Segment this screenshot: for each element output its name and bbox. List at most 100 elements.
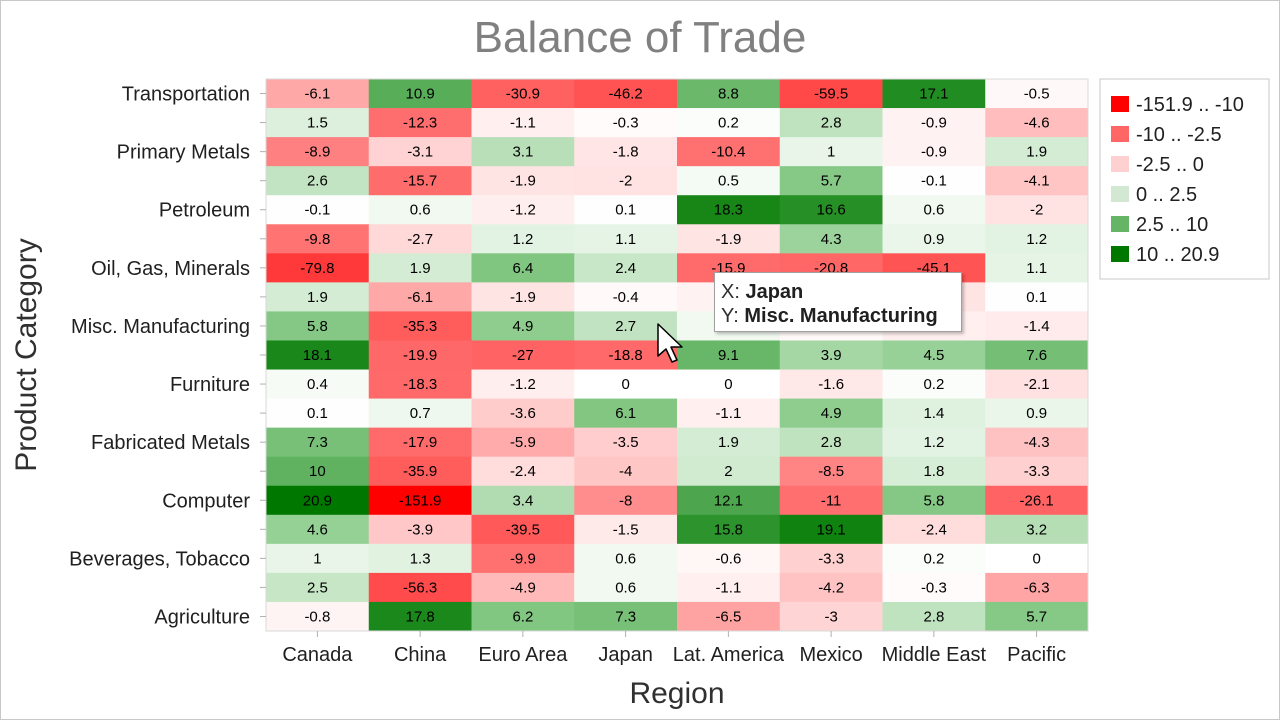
heatmap-cell[interactable] [266, 166, 370, 196]
heatmap-cell[interactable] [779, 340, 883, 371]
heatmap-cell[interactable] [985, 195, 1089, 225]
heatmap-cell[interactable] [779, 108, 883, 138]
heatmap-cell[interactable] [266, 514, 370, 545]
heatmap-cell[interactable] [677, 108, 781, 138]
heatmap-cell[interactable] [882, 514, 986, 545]
heatmap-cell[interactable] [677, 601, 781, 632]
heatmap-cell[interactable] [471, 137, 575, 167]
heatmap-cell[interactable] [985, 369, 1089, 400]
heatmap-cell[interactable] [266, 224, 370, 254]
heatmap-cell[interactable] [779, 224, 883, 254]
heatmap-cell[interactable] [677, 340, 781, 371]
heatmap-cell[interactable] [677, 224, 781, 254]
heatmap-cell[interactable] [677, 427, 781, 458]
heatmap-cell[interactable] [985, 224, 1089, 254]
heatmap-cell[interactable] [368, 195, 472, 225]
heatmap-cell[interactable] [882, 79, 986, 109]
heatmap-cell[interactable] [368, 369, 472, 400]
heatmap-cell[interactable] [574, 166, 678, 196]
heatmap-cell[interactable] [882, 485, 986, 516]
heatmap-cell[interactable] [266, 253, 370, 283]
heatmap-cell[interactable] [574, 485, 678, 516]
heatmap-cell[interactable] [985, 253, 1089, 283]
heatmap-cell[interactable] [779, 514, 883, 545]
heatmap-cell[interactable] [677, 456, 781, 487]
heatmap-cell[interactable] [779, 456, 883, 487]
heatmap-cell[interactable] [471, 485, 575, 516]
heatmap-cell[interactable] [985, 311, 1089, 341]
heatmap-cell[interactable] [677, 543, 781, 574]
heatmap-cell[interactable] [368, 166, 472, 196]
heatmap-cell[interactable] [266, 311, 370, 341]
heatmap-cell[interactable] [779, 398, 883, 429]
heatmap-cell[interactable] [368, 108, 472, 138]
heatmap-cell[interactable] [368, 137, 472, 167]
heatmap-cell[interactable] [882, 369, 986, 400]
heatmap-cell[interactable] [266, 79, 370, 109]
heatmap-cell[interactable] [882, 572, 986, 603]
heatmap-cell[interactable] [368, 79, 472, 109]
heatmap-cell[interactable] [266, 369, 370, 400]
heatmap-cell[interactable] [882, 543, 986, 574]
heatmap-cell[interactable] [368, 514, 472, 545]
heatmap-cell[interactable] [985, 427, 1089, 458]
heatmap-cell[interactable] [985, 166, 1089, 196]
heatmap-cell[interactable] [266, 108, 370, 138]
heatmap-cell[interactable] [574, 601, 678, 632]
heatmap-cell[interactable] [368, 282, 472, 312]
heatmap-cell[interactable] [368, 224, 472, 254]
heatmap-cell[interactable] [985, 340, 1089, 371]
heatmap-cell[interactable] [471, 427, 575, 458]
heatmap-cell[interactable] [471, 369, 575, 400]
heatmap-cell[interactable] [882, 427, 986, 458]
heatmap-cell[interactable] [266, 137, 370, 167]
heatmap-cell[interactable] [677, 485, 781, 516]
heatmap-cell[interactable] [266, 456, 370, 487]
heatmap-cell[interactable] [779, 543, 883, 574]
heatmap-cell[interactable] [574, 195, 678, 225]
heatmap-cell[interactable] [471, 601, 575, 632]
heatmap-cell[interactable] [266, 427, 370, 458]
heatmap-cell[interactable] [985, 601, 1089, 632]
heatmap-cell[interactable] [471, 282, 575, 312]
heatmap-cell[interactable] [471, 514, 575, 545]
heatmap-cell[interactable] [574, 108, 678, 138]
heatmap-cell[interactable] [368, 456, 472, 487]
heatmap-cell[interactable] [882, 108, 986, 138]
heatmap-cell[interactable] [882, 224, 986, 254]
heatmap-cell[interactable] [368, 543, 472, 574]
heatmap-cell[interactable] [779, 137, 883, 167]
heatmap-cell[interactable] [677, 398, 781, 429]
heatmap-cell[interactable] [266, 572, 370, 603]
heatmap-cell[interactable] [882, 456, 986, 487]
heatmap-cell[interactable] [368, 485, 472, 516]
heatmap-cell[interactable] [677, 79, 781, 109]
heatmap-cell[interactable] [677, 369, 781, 400]
heatmap-cell[interactable] [985, 456, 1089, 487]
heatmap-cell[interactable] [471, 311, 575, 341]
heatmap-cell[interactable] [985, 79, 1089, 109]
heatmap-cell[interactable] [779, 369, 883, 400]
heatmap-cell[interactable] [985, 543, 1089, 574]
heatmap-cell[interactable] [368, 253, 472, 283]
heatmap-cell[interactable] [985, 398, 1089, 429]
heatmap-cell[interactable] [677, 572, 781, 603]
heatmap-cell[interactable] [985, 282, 1089, 312]
heatmap-cell[interactable] [574, 514, 678, 545]
heatmap-cell[interactable] [368, 311, 472, 341]
heatmap-cell[interactable] [266, 340, 370, 371]
heatmap-cell[interactable] [471, 195, 575, 225]
heatmap-cell[interactable] [574, 398, 678, 429]
heatmap-cell[interactable] [985, 485, 1089, 516]
heatmap-cell[interactable] [574, 79, 678, 109]
heatmap-cell[interactable] [882, 601, 986, 632]
heatmap-cell[interactable] [471, 79, 575, 109]
heatmap-cell[interactable] [368, 340, 472, 371]
heatmap-cell[interactable] [677, 514, 781, 545]
heatmap-cell[interactable] [266, 282, 370, 312]
heatmap-cell[interactable] [779, 485, 883, 516]
heatmap-cell[interactable] [574, 572, 678, 603]
heatmap-cell[interactable] [677, 195, 781, 225]
heatmap-cell[interactable] [574, 456, 678, 487]
heatmap-cell[interactable] [574, 224, 678, 254]
